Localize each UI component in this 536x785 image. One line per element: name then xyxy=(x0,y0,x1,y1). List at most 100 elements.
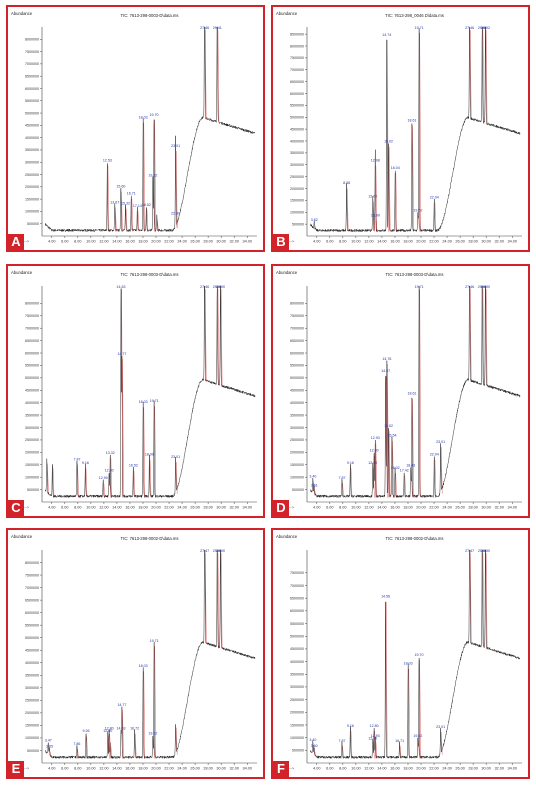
x-tick-label: 6.00 xyxy=(326,767,333,771)
y-tick-label: 5500000 xyxy=(25,99,39,103)
peak-label: 19.70 xyxy=(150,113,159,117)
integration-mark xyxy=(154,120,156,232)
panel-letter: B xyxy=(273,234,289,250)
integration-mark xyxy=(146,209,149,232)
integration-mark xyxy=(400,746,402,759)
integration-mark xyxy=(470,288,472,382)
integration-mark xyxy=(395,473,397,498)
tic-trace xyxy=(45,285,256,499)
x-tick-label: 26.00 xyxy=(455,506,465,510)
y-tick-label: 8000000 xyxy=(25,38,39,42)
y-tick-label: 1000000 xyxy=(290,736,304,740)
y-tick-label: 2500000 xyxy=(25,438,39,442)
peak-label: 19.52 xyxy=(148,173,157,177)
x-tick-label: 18.00 xyxy=(403,240,413,244)
integration-mark xyxy=(482,552,485,648)
peak-label: 12.60 xyxy=(103,729,112,733)
peak-label: 27.47 xyxy=(200,549,209,553)
y-tick-label: 3000000 xyxy=(290,426,304,430)
integration-mark xyxy=(314,490,317,496)
peak-label: 29.90 xyxy=(481,285,490,289)
peak-label: 15.54 xyxy=(387,434,396,438)
x-tick-label: 10.00 xyxy=(86,506,96,510)
integration-mark xyxy=(387,363,389,498)
x-tick-label: 22.00 xyxy=(164,767,174,771)
chart-svg: TIC: 7613-298-0003-D\data.ms Abundance 500… xyxy=(11,11,257,244)
x-tick-label: 8.00 xyxy=(74,240,81,244)
integration-mark xyxy=(121,191,123,232)
x-tick-label: 6.00 xyxy=(326,240,333,244)
x-tick-label: 4.00 xyxy=(313,767,320,771)
peak-label: 14.56 xyxy=(381,594,390,598)
peak-label: 14.77 xyxy=(117,352,126,356)
peak-label: 12.93 xyxy=(371,436,380,440)
y-tick-label: 6000000 xyxy=(290,609,304,613)
x-tick-label: 22.00 xyxy=(429,506,439,510)
integration-mark xyxy=(143,671,145,759)
integration-mark xyxy=(388,431,391,498)
peak-label: 18.61 xyxy=(407,118,416,122)
integration-mark xyxy=(392,440,394,498)
integration-mark xyxy=(418,215,420,232)
peak-label: 22.99 xyxy=(171,212,180,216)
peak-label: 14.63 xyxy=(117,727,126,731)
x-tick-label: 12.00 xyxy=(99,506,109,510)
peak-label: 19.71 xyxy=(150,639,159,643)
peak-label: 8.58 xyxy=(343,181,350,185)
x-tick-label: 26.00 xyxy=(190,506,200,510)
x-tick-label: 28.00 xyxy=(468,240,478,244)
integration-mark xyxy=(153,738,155,759)
integration-mark xyxy=(470,552,472,644)
panel-letter: A xyxy=(8,234,24,250)
x-tick-label: 32.00 xyxy=(229,506,239,510)
y-tick-label: 7000000 xyxy=(25,62,39,66)
integration-mark xyxy=(154,646,156,759)
y-tick-label: 8000000 xyxy=(25,561,39,565)
tic-trace xyxy=(310,26,521,233)
y-tick-label: 6500000 xyxy=(290,80,304,84)
y-tick-label: 6000000 xyxy=(290,92,304,96)
integration-mark xyxy=(485,29,488,125)
y-tick-label: 3000000 xyxy=(25,161,39,165)
peak-label: 27.47 xyxy=(465,549,474,553)
x-tick-label: 28.00 xyxy=(468,506,478,510)
y-tick-label: 4000000 xyxy=(25,136,39,140)
peak-label: 18.99 xyxy=(145,452,154,456)
x-tick-label: 16.00 xyxy=(125,240,135,244)
peak-label: 12.93 xyxy=(371,734,380,738)
y-tick-label: 6500000 xyxy=(25,598,39,602)
y-tick-label: 1500000 xyxy=(25,724,39,728)
x-tick-label: 14.00 xyxy=(377,506,387,510)
y-tick-label: 7500000 xyxy=(25,314,39,318)
peak-label: 12.80 xyxy=(105,727,114,731)
y-tick-label: 6000000 xyxy=(25,87,39,91)
peak-label: 23.01 xyxy=(171,144,180,148)
integration-mark xyxy=(342,746,344,759)
x-tick-label: 10.00 xyxy=(86,767,96,771)
peak-label: 19.52 xyxy=(413,209,422,213)
integration-mark xyxy=(77,748,79,759)
integration-mark xyxy=(387,39,389,232)
integration-mark xyxy=(220,552,223,649)
panel-letter: C xyxy=(8,500,24,516)
integration-mark xyxy=(157,219,159,232)
x-tick-label: 32.00 xyxy=(494,240,504,244)
x-tick-label: 18.00 xyxy=(403,767,413,771)
y-tick-label: 1000000 xyxy=(290,211,304,215)
integration-mark xyxy=(149,459,152,498)
integration-mark xyxy=(411,470,413,498)
peak-label: 16.52 xyxy=(129,464,138,468)
integration-mark xyxy=(408,668,410,759)
integration-mark xyxy=(412,125,414,232)
y-tick-label: 1500000 xyxy=(290,463,304,467)
x-tick-label: 6.00 xyxy=(61,767,68,771)
y-tick-label: 5500000 xyxy=(25,364,39,368)
chart-title: TIC: 7613-298-0002-D\data.ms xyxy=(386,536,444,541)
integration-mark xyxy=(143,407,145,498)
x-tick-label: 10.00 xyxy=(86,240,96,244)
peak-label: 17.14 xyxy=(133,204,142,208)
peak-label: 3.47 xyxy=(45,738,52,742)
x-tick-label: 24.00 xyxy=(442,506,452,510)
x-tick-label: 10.00 xyxy=(351,767,361,771)
x-tick-label: 16.00 xyxy=(125,506,135,510)
